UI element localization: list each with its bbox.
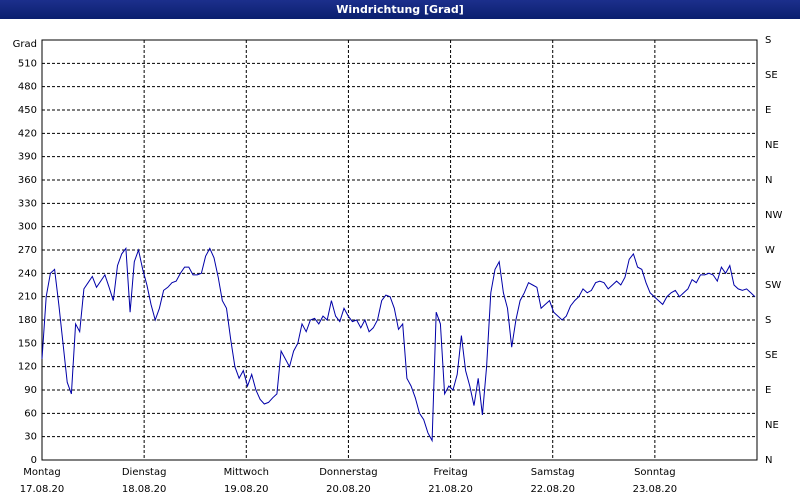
x-tick-day: Samstag xyxy=(531,467,575,478)
x-tick-day: Freitag xyxy=(433,467,467,478)
x-tick-date: 21.08.20 xyxy=(428,484,473,495)
x-tick-day: Sonntag xyxy=(634,467,676,478)
y2-tick-label: S xyxy=(765,35,771,46)
y2-tick-label: S xyxy=(765,315,771,326)
chart: Grad 0 30 60 90 120 150 180 210 240 270 300 330 360 3… xyxy=(13,35,783,495)
y2-tick-label: N xyxy=(765,175,772,186)
x-tick-day: Mittwoch xyxy=(224,467,269,478)
y2-tick-label: E xyxy=(765,105,771,116)
x-tick-date: 17.08.20 xyxy=(20,484,65,495)
y2-tick-label: NE xyxy=(765,140,779,151)
y-tick-label: 30 xyxy=(24,432,37,443)
y-tick-label: 480 xyxy=(18,82,37,93)
y2-tick-label: NW xyxy=(765,210,782,221)
y-tick-label: 0 xyxy=(31,455,37,466)
y-tick-label: 390 xyxy=(18,152,37,163)
y2-tick-label: SE xyxy=(765,350,778,361)
x-tick-day: Dienstag xyxy=(122,467,167,478)
y-tick-label: 210 xyxy=(18,292,37,303)
y2-tick-label: N xyxy=(765,455,772,466)
y-tick-label: 420 xyxy=(18,128,37,139)
y-tick-label: 330 xyxy=(18,198,37,209)
x-tick-date: 23.08.20 xyxy=(633,484,678,495)
y2-tick-label: W xyxy=(765,245,775,256)
x-tick-day: Donnerstag xyxy=(319,467,377,478)
x-tick-date: 19.08.20 xyxy=(224,484,269,495)
y-tick-label: 60 xyxy=(24,408,37,419)
y2-tick-label: SE xyxy=(765,70,778,81)
y-tick-label: 150 xyxy=(18,338,37,349)
y-tick-label: 240 xyxy=(18,268,37,279)
y2-tick-label: E xyxy=(765,385,771,396)
y-tick-label: 300 xyxy=(18,222,37,233)
y-tick-label: 120 xyxy=(18,362,37,373)
title-bar: Windrichtung [Grad] xyxy=(0,0,800,19)
x-tick-date: 20.08.20 xyxy=(326,484,371,495)
x-tick-date: 22.08.20 xyxy=(530,484,575,495)
y2-tick-label: NE xyxy=(765,420,779,431)
y-tick-label: 450 xyxy=(18,105,37,116)
y-axis-label: Grad xyxy=(13,39,37,50)
y2-tick-label: SW xyxy=(765,280,781,291)
y-tick-label: 360 xyxy=(18,175,37,186)
y-tick-label: 270 xyxy=(18,245,37,256)
y-tick-label: 510 xyxy=(18,58,37,69)
x-tick-day: Montag xyxy=(23,467,60,478)
x-tick-date: 18.08.20 xyxy=(122,484,167,495)
y-tick-label: 180 xyxy=(18,315,37,326)
y-tick-label: 90 xyxy=(24,385,37,396)
wind-line xyxy=(41,247,756,443)
